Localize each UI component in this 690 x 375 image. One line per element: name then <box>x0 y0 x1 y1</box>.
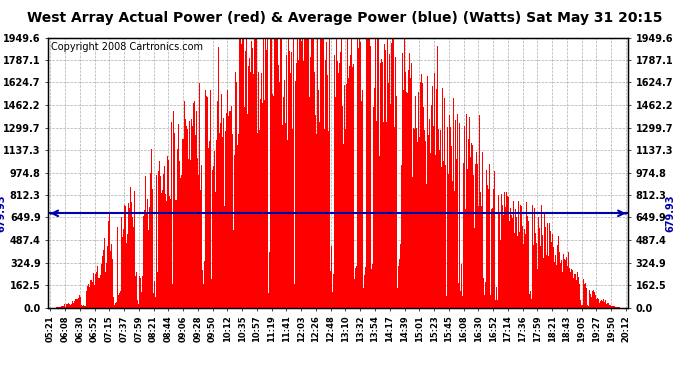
Text: Copyright 2008 Cartronics.com: Copyright 2008 Cartronics.com <box>51 42 203 51</box>
Text: West Array Actual Power (red) & Average Power (blue) (Watts) Sat May 31 20:15: West Array Actual Power (red) & Average … <box>27 11 663 25</box>
Text: 679.93: 679.93 <box>666 195 676 232</box>
Text: 679.93: 679.93 <box>0 195 7 232</box>
